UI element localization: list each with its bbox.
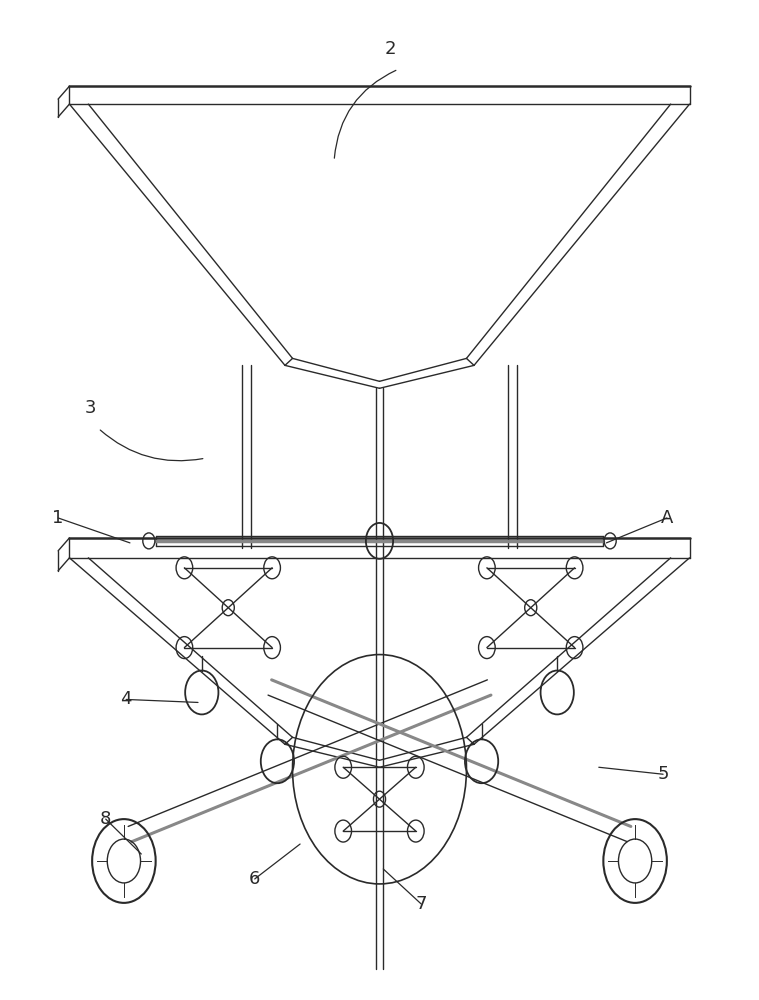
Text: 5: 5 xyxy=(657,765,669,783)
Text: A: A xyxy=(660,509,673,527)
Text: 1: 1 xyxy=(52,509,64,527)
Text: 3: 3 xyxy=(85,399,96,417)
Text: 8: 8 xyxy=(100,810,112,828)
Text: 6: 6 xyxy=(249,870,260,888)
Text: 2: 2 xyxy=(385,40,397,58)
Text: 7: 7 xyxy=(415,895,427,913)
Text: 4: 4 xyxy=(121,690,132,708)
